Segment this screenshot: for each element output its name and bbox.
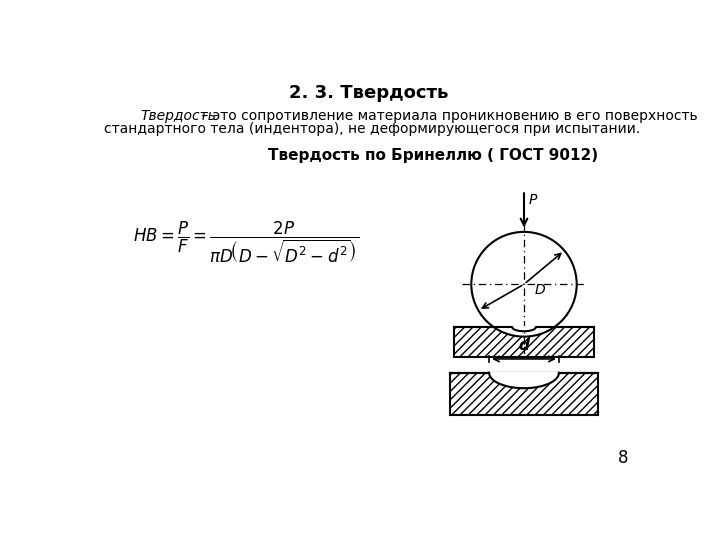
Text: Твердость по Бринеллю ( ГОСТ 9012): Твердость по Бринеллю ( ГОСТ 9012) — [269, 148, 598, 163]
Circle shape — [472, 232, 577, 336]
Bar — [454, 327, 594, 356]
Bar — [451, 373, 598, 415]
Text: стандартного тела (индентора), не деформирующегося при испытании.: стандартного тела (индентора), не деформ… — [104, 122, 640, 136]
Bar — [454, 327, 594, 356]
Text: Твердость: Твердость — [140, 110, 216, 124]
Text: D: D — [535, 284, 546, 298]
Text: $\mathit{HB} = \dfrac{\mathit{P}}{\mathit{F}} = \dfrac{2\mathit{P}}{\pi \mathit{: $\mathit{HB} = \dfrac{\mathit{P}}{\mathi… — [132, 219, 359, 265]
Text: 2. 3. Твердость: 2. 3. Твердость — [289, 84, 449, 102]
Polygon shape — [489, 373, 559, 388]
Text: P: P — [528, 193, 537, 207]
Polygon shape — [513, 327, 536, 331]
Text: 8: 8 — [618, 449, 629, 467]
Text: d: d — [518, 338, 529, 353]
Text: – это сопротивление материала проникновению в его поверхность: – это сопротивление материала проникнове… — [197, 110, 698, 124]
Bar — [451, 373, 598, 415]
